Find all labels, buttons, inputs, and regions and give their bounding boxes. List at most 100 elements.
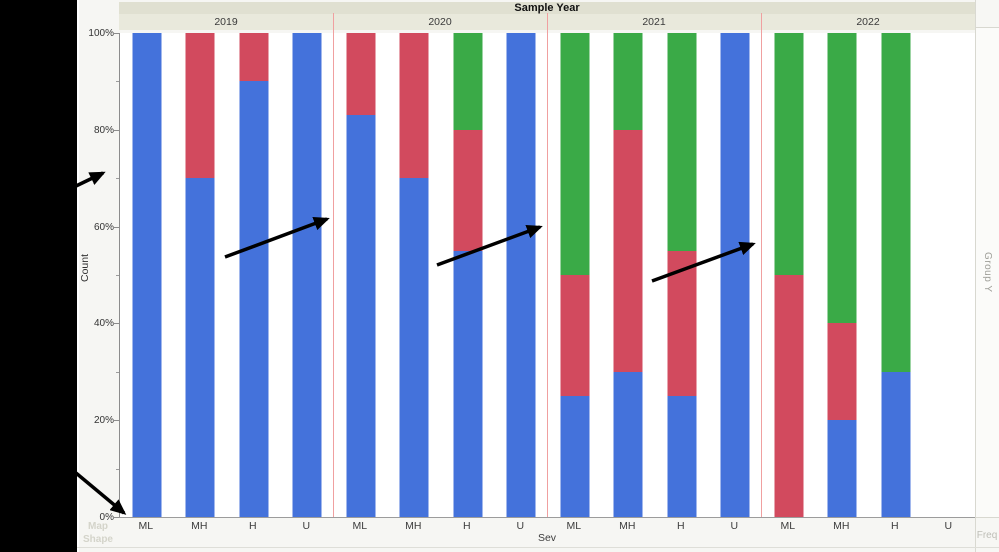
segment-blue[interactable] [613,371,643,517]
segment-green[interactable] [774,33,804,275]
y-tick-mark [113,323,119,325]
segment-red[interactable] [613,129,643,372]
map-shape-line1: Map [88,521,108,532]
y-tick-label: 100% [88,28,114,39]
segment-blue[interactable] [239,81,269,517]
segment-red[interactable] [453,129,483,251]
year-label-2019: 2019 [214,16,238,28]
segment-green[interactable] [453,33,483,130]
slot-2021-H [655,33,709,517]
segment-green[interactable] [560,33,590,275]
y-minor-tick-mark [116,468,119,470]
segment-red[interactable] [827,323,857,421]
x-tick-label-2021-ML: ML [566,520,582,532]
bar-2020-ML[interactable] [346,33,376,517]
map-shape-dropzone[interactable]: Map Shape [79,520,117,546]
bar-2022-H[interactable] [881,33,911,517]
bar-2021-H[interactable] [667,33,697,517]
x-tick-label-2020-H: H [462,520,471,532]
group-y-dropzone[interactable]: Group Y [975,27,999,518]
segment-blue[interactable] [827,420,857,517]
slot-2022-ML [762,33,816,517]
y-minor-tick-mark [116,81,119,83]
bar-2020-H[interactable] [453,33,483,517]
year-label-2020: 2020 [428,16,452,28]
x-tick-label-2019-MH: MH [191,520,208,532]
bar-2020-MH[interactable] [399,33,429,517]
y-minor-tick-mark [116,371,119,373]
y-tick-mark [113,33,119,34]
y-tick-label: 40% [93,318,114,330]
panel-divider-line [547,13,548,517]
y-tick-mark [113,129,119,131]
segment-green[interactable] [881,33,911,372]
segment-green[interactable] [613,33,643,130]
x-axis-title: Sev [537,532,557,544]
panel-2022 [762,33,976,517]
year-label-2022: 2022 [856,16,880,28]
segment-red[interactable] [399,33,429,179]
y-minor-tick-mark [116,178,119,180]
panel-divider-line [761,13,762,517]
x-tick-label-2019-ML: ML [138,520,154,532]
segment-red[interactable] [667,250,697,396]
y-tick-label: 20% [93,415,114,427]
y-tick-mark [113,226,119,228]
segment-blue[interactable] [560,396,590,517]
slot-2019-ML [120,33,174,517]
slot-2019-H [227,33,281,517]
bar-2019-H[interactable] [239,33,269,517]
x-labels-2021: ML MH H U [547,519,761,533]
slot-2020-H [441,33,495,517]
segment-blue[interactable] [506,33,536,517]
x-labels-2020: ML MH H U [333,519,547,533]
bar-2019-MH[interactable] [185,33,215,517]
bar-2021-MH[interactable] [613,33,643,517]
panel-2019 [120,33,334,517]
segment-blue[interactable] [399,178,429,517]
map-shape-line2: Shape [82,534,113,545]
x-tick-label-2020-MH: MH [405,520,422,532]
year-label-2021: 2021 [642,16,666,28]
x-tick-label-2022-U: U [944,520,953,532]
segment-green[interactable] [827,33,857,324]
slot-2020-ML [334,33,388,517]
segment-red[interactable] [774,275,804,517]
segment-blue[interactable] [185,178,215,517]
segment-blue[interactable] [720,33,750,517]
x-tick-label-2020-U: U [516,520,525,532]
y-minor-tick-mark [116,275,119,276]
bar-2019-ML[interactable] [132,33,162,517]
bar-2020-U[interactable] [506,33,536,517]
freq-dropzone[interactable]: Freq [976,530,998,541]
y-tick-label: 80% [93,124,114,136]
segment-blue[interactable] [292,33,322,517]
bar-2021-ML[interactable] [560,33,590,517]
group-y-label: Group Y [982,252,993,293]
segment-red[interactable] [560,275,590,396]
segment-red[interactable] [185,33,215,179]
group-x-header-title: Sample Year [119,2,975,14]
slot-2021-MH [602,33,656,517]
bar-2022-ML[interactable] [774,33,804,517]
segment-blue[interactable] [667,396,697,517]
slot-2020-U [495,33,549,517]
segment-blue[interactable] [346,115,376,517]
left-black-strip [0,0,77,552]
segment-blue[interactable] [132,33,162,517]
segment-blue[interactable] [453,250,483,517]
x-tick-label-2022-MH: MH [833,520,850,532]
segment-red[interactable] [346,33,376,116]
segment-green[interactable] [667,33,697,251]
segment-blue[interactable] [881,371,911,517]
bar-2021-U[interactable] [720,33,750,517]
bar-2022-MH[interactable] [827,33,857,517]
bar-2019-U[interactable] [292,33,322,517]
y-tick-mark [113,420,119,422]
slot-2021-ML [548,33,602,517]
panel-divider-line [333,13,334,517]
segment-red[interactable] [239,33,269,82]
x-tick-label-2019-H: H [248,520,257,532]
panel-2020 [334,33,548,517]
y-tick-label: 60% [93,221,114,233]
